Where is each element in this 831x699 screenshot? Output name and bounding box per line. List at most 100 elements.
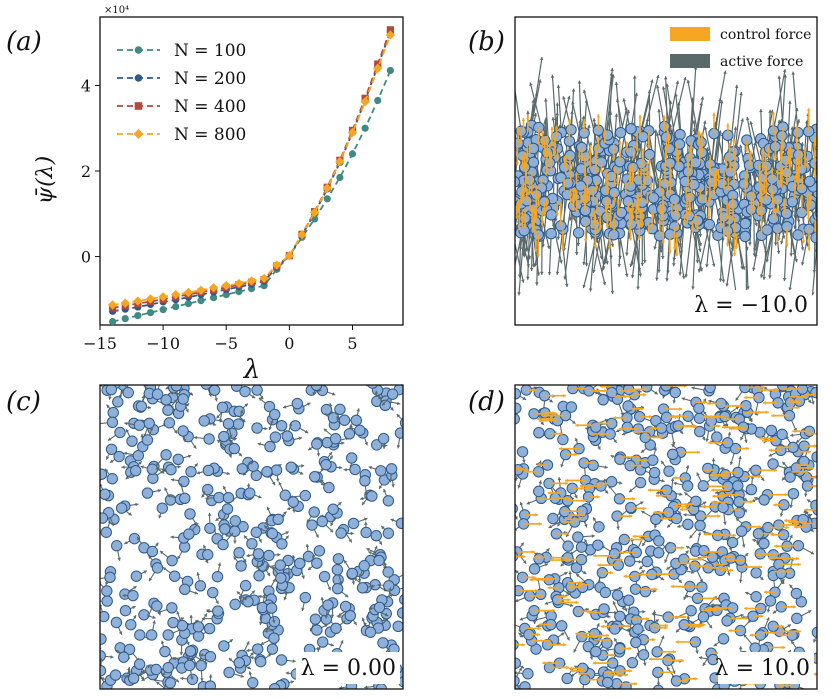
particle [739, 230, 751, 243]
particle [545, 227, 557, 240]
arrow-head [705, 438, 709, 442]
data-point [197, 297, 205, 305]
particle [145, 629, 158, 641]
particle [207, 586, 219, 599]
arrow-head [271, 619, 276, 624]
arrow-head [496, 638, 499, 641]
arrow-head [799, 194, 804, 198]
arrow-head [698, 233, 703, 237]
arrow-head [824, 231, 828, 234]
arrow-head [249, 461, 254, 465]
force-arrow [505, 411, 512, 423]
arrow-head [715, 371, 718, 374]
arrow-head [587, 124, 591, 128]
particle [184, 645, 197, 657]
arrow-head [566, 590, 570, 595]
arrow-head [655, 85, 660, 89]
arrow-head [536, 254, 541, 258]
arrow-head [530, 192, 534, 196]
arrow-head [118, 631, 123, 635]
arrow-head [636, 286, 640, 290]
arrow-head [305, 543, 310, 548]
data-point [335, 156, 345, 167]
data-point [347, 127, 358, 138]
arrow-head [594, 170, 598, 174]
arrow-head [519, 191, 523, 195]
arrow-head [775, 239, 780, 243]
particle [133, 419, 146, 431]
arrow-head [581, 115, 586, 120]
particle [589, 163, 601, 176]
arrow-head [624, 107, 628, 111]
particle [359, 475, 371, 487]
arrow-head [515, 598, 519, 603]
arrow-head [126, 674, 130, 679]
arrow-head [761, 147, 765, 151]
particle [159, 645, 171, 658]
particle [166, 554, 178, 567]
arrow-head [539, 271, 544, 275]
data-point [259, 273, 269, 284]
arrow-head [780, 156, 784, 160]
force-arrow [557, 84, 562, 133]
force-arrow [603, 72, 613, 139]
arrow-head [666, 566, 670, 570]
arrow-head [116, 650, 120, 654]
particle [345, 452, 358, 464]
arrow-head [770, 167, 775, 171]
legend-swatch-active [670, 54, 710, 68]
arrow-head [703, 411, 707, 415]
particle [150, 663, 162, 676]
arrow-head [343, 467, 347, 472]
arrow-head [258, 495, 262, 499]
arrow-head [678, 579, 682, 583]
arrow-head [723, 521, 727, 525]
particle [358, 560, 370, 572]
panel-c-label: (c) [6, 387, 41, 417]
arrow-head [698, 248, 702, 252]
particle [749, 642, 761, 654]
arrow-head [790, 126, 794, 130]
force-arrow [639, 79, 654, 135]
arrow-head [247, 665, 251, 670]
arrow-head [821, 126, 825, 129]
arrow-head [751, 172, 756, 176]
particle [745, 483, 758, 496]
arrow-head [806, 108, 811, 112]
particle [565, 124, 577, 136]
arrow-head [283, 596, 287, 601]
particle [167, 616, 179, 629]
arrow-head [803, 147, 807, 151]
arrow-head [583, 189, 588, 193]
particle [344, 609, 357, 622]
arrow-head [272, 578, 276, 583]
arrow-head [645, 161, 650, 165]
arrow-head [719, 100, 724, 104]
arrow-head [138, 672, 142, 677]
particle [114, 426, 126, 439]
arrow-head [685, 550, 689, 554]
arrow-head [149, 577, 153, 582]
arrow-head [574, 252, 579, 256]
particle [663, 465, 675, 477]
arrow-head [262, 593, 267, 597]
arrow-head [738, 456, 742, 460]
arrow-head [634, 92, 639, 97]
particle [338, 414, 351, 426]
data-point [386, 66, 394, 75]
arrow-head [765, 259, 770, 263]
arrow-head [544, 98, 548, 102]
arrow-head [547, 271, 552, 276]
x-ticks: −15 −10 −5 0 5 [83, 325, 358, 353]
force-arrow [811, 238, 817, 296]
force-arrow [656, 235, 661, 281]
arrow-head [693, 213, 698, 217]
particle [816, 158, 817, 164]
arrow-head [146, 665, 150, 669]
arrow-head [285, 671, 289, 675]
force-arrow [763, 229, 768, 280]
arrow-head [656, 682, 661, 686]
series-line [112, 34, 392, 306]
arrow-head [266, 506, 271, 511]
